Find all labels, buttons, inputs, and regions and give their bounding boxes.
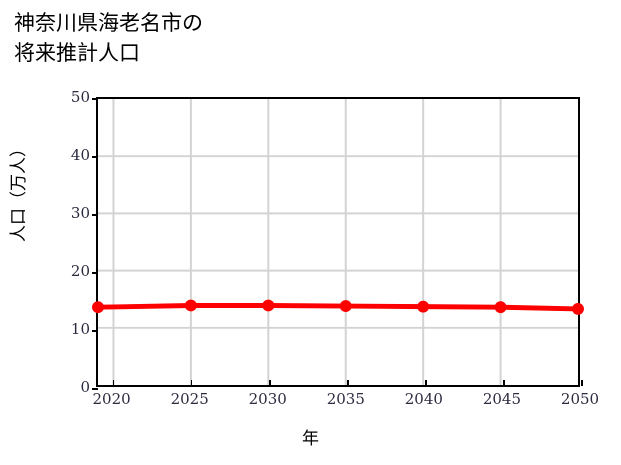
x-axis-tick-mark: [268, 380, 271, 386]
y-axis-title-wrapper: 人口（万人）: [3, 91, 29, 291]
data-point-marker: [494, 301, 507, 314]
x-axis-tick-label: 2030: [248, 390, 287, 408]
y-axis-tick-label: 0: [80, 378, 90, 396]
data-point-marker: [417, 300, 430, 313]
data-point-marker: [572, 303, 584, 315]
x-axis-tick-mark: [112, 380, 115, 386]
x-axis-tick-mark: [503, 380, 505, 386]
data-point-marker: [262, 299, 275, 312]
y-axis-tick-label: 40: [70, 146, 90, 164]
y-axis-tick-labels: 0 10 20 30 40 50: [40, 88, 90, 396]
gridlines: [98, 99, 578, 385]
data-point-marker: [184, 299, 197, 312]
y-axis-tick-mark: [92, 272, 98, 274]
y-axis-title: 人口（万人）: [8, 140, 29, 242]
data-point-marker: [339, 300, 352, 312]
x-axis-title: 年: [302, 429, 319, 449]
y-axis-tick-label: 20: [70, 262, 90, 280]
y-axis-tick-label: 50: [70, 88, 90, 106]
x-axis-tick-labels: 2020 2025 2030 2035 2040 2045 2050: [0, 390, 621, 412]
x-axis-tick-label: 2040: [404, 390, 443, 408]
x-axis-tick-mark: [581, 380, 583, 386]
y-axis-tick-mark: [92, 156, 98, 158]
x-axis-tick-mark: [190, 380, 193, 386]
y-axis-tick-label: 30: [70, 204, 90, 222]
x-axis-tick-label: 2025: [170, 390, 209, 408]
data-point-marker: [92, 301, 104, 314]
y-axis-tick-label: 10: [70, 320, 90, 338]
page-title: 神奈川県海老名市の 将来推計人口: [14, 11, 203, 66]
y-axis-tick-mark: [92, 214, 98, 216]
x-axis-tick-label: 2050: [560, 390, 600, 408]
x-axis-tick-label: 2020: [92, 390, 131, 408]
plot-area: [92, 97, 584, 390]
x-axis-tick-mark: [347, 380, 349, 386]
y-axis-tick-mark: [92, 330, 98, 332]
x-axis-tick-mark: [425, 380, 427, 386]
data-series-layer: [92, 299, 584, 315]
y-axis-tick-mark: [92, 388, 98, 390]
y-axis-tick-mark: [92, 98, 98, 100]
x-axis-tick-label: 2045: [482, 390, 522, 408]
x-axis-tick-label: 2035: [326, 390, 365, 408]
